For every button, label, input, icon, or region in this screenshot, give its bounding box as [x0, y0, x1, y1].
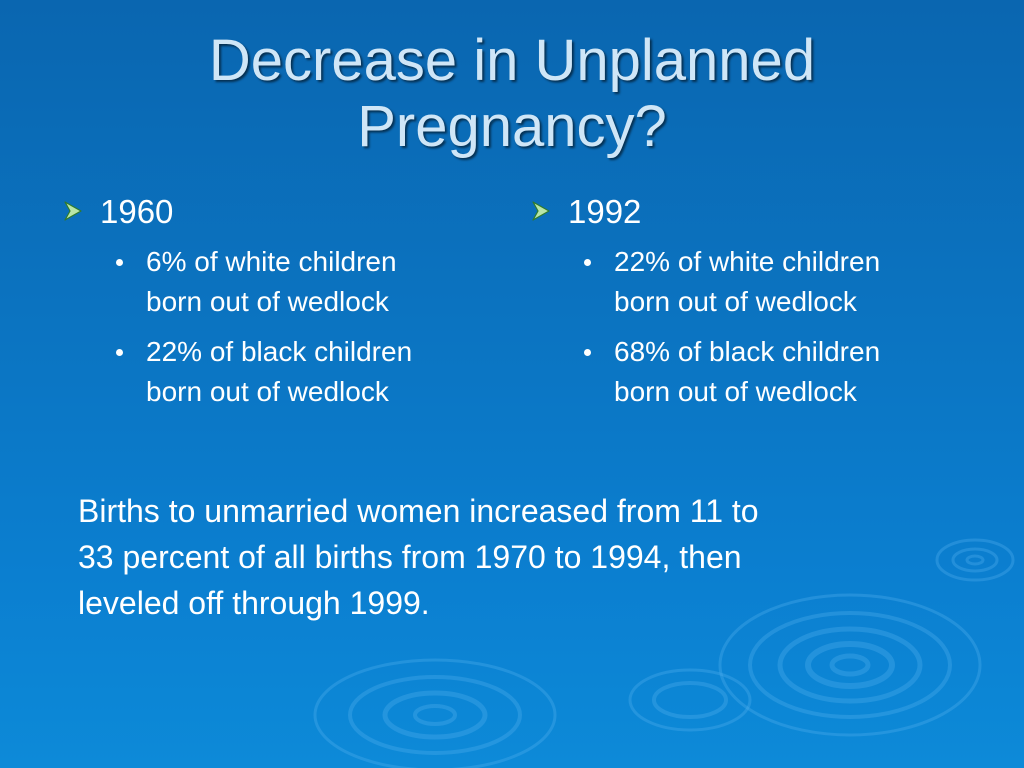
dot-bullet-icon — [584, 259, 591, 266]
dot-bullet-icon — [116, 349, 123, 356]
year-label: 1992 — [568, 193, 642, 230]
title-line-1: Decrease in Unplanned — [208, 28, 816, 93]
item-line-1: 6% of white children — [146, 246, 397, 277]
summary-paragraph: Births to unmarried women increased from… — [78, 488, 948, 626]
dot-bullet-icon — [584, 349, 591, 356]
summary-line-2: 33 percent of all births from 1970 to 19… — [78, 539, 742, 575]
list-item: 22% of white children born out of wedloc… — [530, 242, 950, 322]
statistics-list: 22% of white children born out of wedloc… — [530, 242, 950, 412]
dot-bullet-icon — [116, 259, 123, 266]
item-line-2: born out of wedlock — [146, 376, 389, 407]
item-line-1: 22% of black children — [146, 336, 413, 367]
summary-line-3: leveled off through 1999. — [78, 585, 430, 621]
summary-line-1: Births to unmarried women increased from… — [78, 493, 759, 529]
column-1960: 1960 6% of white children born out of we… — [62, 190, 482, 422]
column-1992: 1992 22% of white children born out of w… — [530, 190, 950, 422]
year-heading: 1992 — [530, 190, 950, 236]
item-line-2: born out of wedlock — [614, 376, 857, 407]
slide-title: Decrease in Unplanned Pregnancy? — [112, 28, 912, 160]
list-item: 6% of white children born out of wedlock — [62, 242, 482, 322]
item-line-1: 68% of black children — [614, 336, 881, 367]
list-item: 68% of black children born out of wedloc… — [530, 332, 950, 412]
item-line-2: born out of wedlock — [146, 286, 389, 317]
item-line-1: 22% of white children — [614, 246, 881, 277]
statistics-list: 6% of white children born out of wedlock… — [62, 242, 482, 412]
year-heading: 1960 — [62, 190, 482, 236]
arrow-bullet-icon — [64, 201, 82, 221]
year-label: 1960 — [100, 193, 174, 230]
item-line-2: born out of wedlock — [614, 286, 857, 317]
title-line-2: Pregnancy? — [357, 94, 667, 159]
arrow-bullet-icon — [532, 201, 550, 221]
list-item: 22% of black children born out of wedloc… — [62, 332, 482, 412]
